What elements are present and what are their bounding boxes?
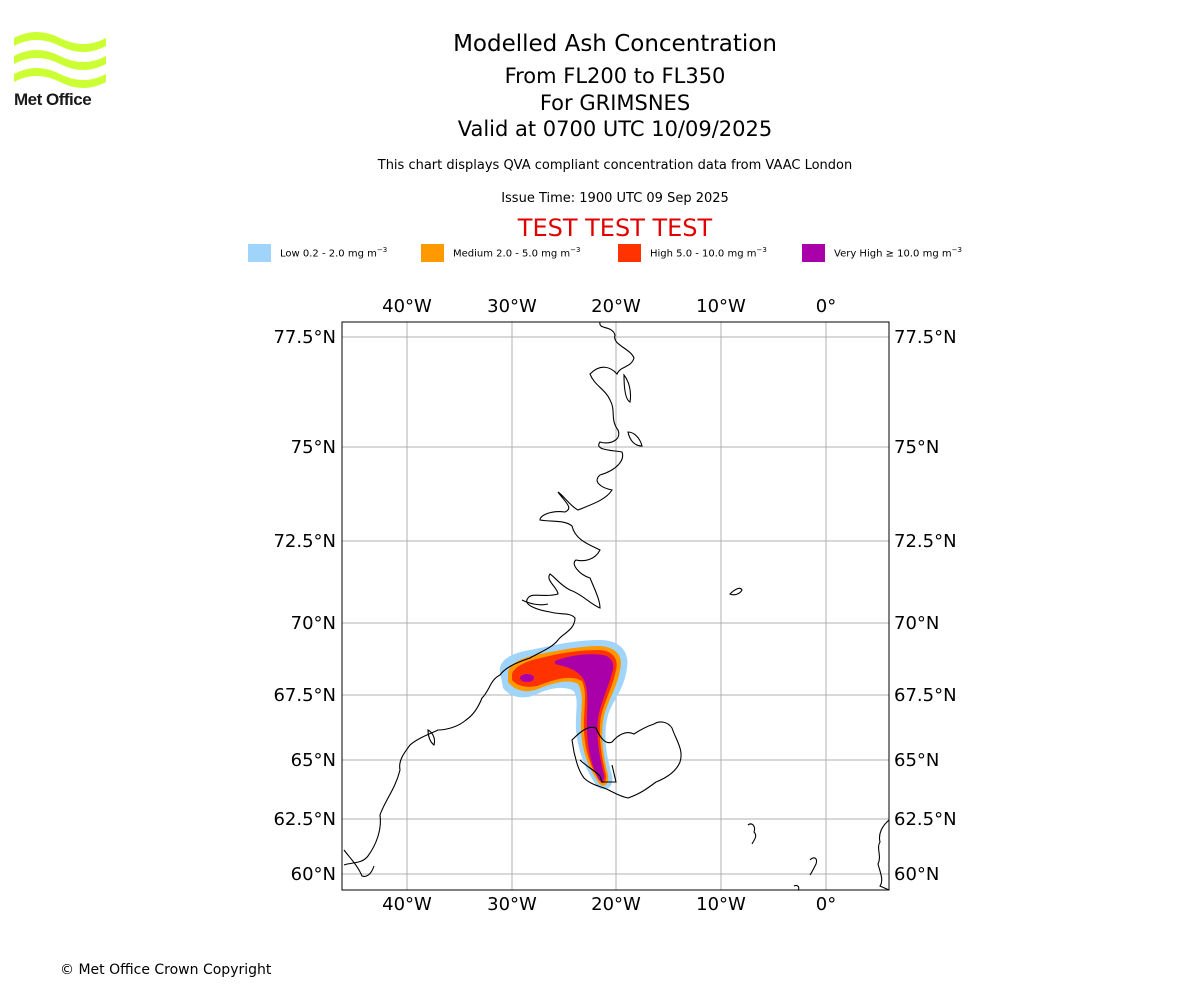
lon-label-top: 20°W xyxy=(591,296,641,317)
lat-ticks-right: 77.5°N 75°N 72.5°N 70°N 67.5°N 65°N 62.5… xyxy=(894,327,957,885)
logo-text: Met Office xyxy=(14,90,92,109)
lat-label-left: 60°N xyxy=(291,864,336,885)
map-grid xyxy=(342,322,889,890)
lat-label-right: 75°N xyxy=(894,437,939,458)
met-office-waves-icon xyxy=(14,32,106,88)
legend-swatch-low xyxy=(248,244,271,262)
lat-label-right: 72.5°N xyxy=(894,531,957,552)
lon-label-bottom: 30°W xyxy=(487,894,537,915)
lat-label-left: 67.5°N xyxy=(273,685,336,706)
lat-label-right: 65°N xyxy=(894,750,939,771)
lon-label-top: 0° xyxy=(816,296,836,317)
greenland-southtip xyxy=(343,849,375,877)
lat-label-right: 62.5°N xyxy=(894,809,957,830)
ash-very-high-spot xyxy=(520,674,534,682)
legend-item-high: High 5.0 - 10.0 mg m−3 xyxy=(618,244,767,262)
lat-label-left: 70°N xyxy=(291,613,336,634)
iceland-peninsula xyxy=(579,759,617,783)
lat-label-left: 75°N xyxy=(291,437,336,458)
chart-title: Modelled Ash Concentration xyxy=(453,31,777,57)
lat-label-right: 67.5°N xyxy=(894,685,957,706)
test-banner: TEST TEST TEST xyxy=(517,214,713,242)
legend-item-low: Low 0.2 - 2.0 mg m−3 xyxy=(248,244,387,262)
valid-time: Valid at 0700 UTC 10/09/2025 xyxy=(457,117,773,141)
lat-label-right: 70°N xyxy=(894,613,939,634)
copyright-notice: © Met Office Crown Copyright xyxy=(60,962,272,978)
greenland-island-3 xyxy=(521,599,549,606)
ash-very-high-area xyxy=(555,654,614,782)
lat-label-left: 77.5°N xyxy=(273,327,336,348)
lon-label-top: 10°W xyxy=(696,296,746,317)
lat-label-right: 77.5°N xyxy=(894,327,957,348)
lat-label-left: 65°N xyxy=(291,750,336,771)
orkney-islands xyxy=(793,884,800,890)
lon-label-bottom: 0° xyxy=(816,894,836,915)
ash-plume xyxy=(499,640,628,790)
legend-item-medium: Medium 2.0 - 5.0 mg m−3 xyxy=(421,244,580,262)
flight-levels: From FL200 to FL350 xyxy=(504,64,726,88)
issue-time: Issue Time: 1900 UTC 09 Sep 2025 xyxy=(501,191,729,206)
lat-ticks-left: 77.5°N 75°N 72.5°N 70°N 67.5°N 65°N 62.5… xyxy=(273,327,336,885)
map-frame xyxy=(341,321,890,891)
greenland-island-4 xyxy=(427,729,436,746)
greenland-island-1 xyxy=(623,373,632,403)
lon-label-bottom: 20°W xyxy=(591,894,641,915)
legend-swatch-very-high xyxy=(802,244,825,262)
greenland-coast xyxy=(343,322,635,866)
lon-label-top: 40°W xyxy=(382,296,432,317)
lon-ticks-top: 40°W 30°W 20°W 10°W 0° xyxy=(382,296,836,317)
legend-item-very-high: Very High ≥ 10.0 mg m−3 xyxy=(802,244,962,262)
greenland-island-2 xyxy=(627,431,643,447)
jan-mayen-island xyxy=(729,587,743,596)
legend-swatch-medium xyxy=(421,244,444,262)
coastlines xyxy=(343,322,889,890)
volcano-name: For GRIMSNES xyxy=(539,91,691,115)
lon-label-bottom: 10°W xyxy=(696,894,746,915)
faroe-islands xyxy=(747,823,757,845)
lon-label-bottom: 40°W xyxy=(382,894,432,915)
iceland-coast xyxy=(571,721,682,799)
lon-ticks-bottom: 40°W 30°W 20°W 10°W 0° xyxy=(382,894,836,915)
lon-label-top: 30°W xyxy=(487,296,537,317)
lat-label-left: 62.5°N xyxy=(273,809,336,830)
met-office-logo: Met Office xyxy=(14,30,114,112)
lat-label-right: 60°N xyxy=(894,864,939,885)
info-text: This chart displays QVA compliant concen… xyxy=(377,158,853,173)
shetland-islands xyxy=(809,857,818,876)
norway-coast xyxy=(877,819,889,890)
lat-label-left: 72.5°N xyxy=(273,531,336,552)
legend-swatch-high xyxy=(618,244,641,262)
